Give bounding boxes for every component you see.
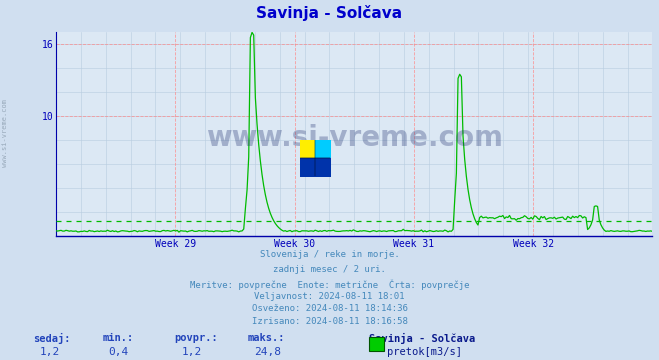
- Text: Veljavnost: 2024-08-11 18:01: Veljavnost: 2024-08-11 18:01: [254, 292, 405, 301]
- Text: 1,2: 1,2: [40, 347, 60, 357]
- Text: Slovenija / reke in morje.: Slovenija / reke in morje.: [260, 250, 399, 259]
- Text: pretok[m3/s]: pretok[m3/s]: [387, 347, 463, 357]
- Text: min.:: min.:: [102, 333, 133, 343]
- Text: povpr.:: povpr.:: [175, 333, 218, 343]
- Text: Savinja - Solčava: Savinja - Solčava: [256, 5, 403, 21]
- Text: 1,2: 1,2: [181, 347, 202, 357]
- Text: Izrisano: 2024-08-11 18:16:58: Izrisano: 2024-08-11 18:16:58: [252, 317, 407, 326]
- Text: Osveženo: 2024-08-11 18:14:36: Osveženo: 2024-08-11 18:14:36: [252, 304, 407, 313]
- Text: Meritve: povprečne  Enote: metrične  Črta: povprečje: Meritve: povprečne Enote: metrične Črta:…: [190, 279, 469, 289]
- Text: 0,4: 0,4: [109, 347, 129, 357]
- Text: zadnji mesec / 2 uri.: zadnji mesec / 2 uri.: [273, 265, 386, 274]
- Text: Savinja - Solčava: Savinja - Solčava: [369, 333, 475, 344]
- Text: www.si-vreme.com: www.si-vreme.com: [206, 124, 503, 152]
- Text: www.si-vreme.com: www.si-vreme.com: [2, 99, 9, 167]
- Text: sedaj:: sedaj:: [33, 333, 71, 344]
- Text: 24,8: 24,8: [254, 347, 281, 357]
- Text: maks.:: maks.:: [247, 333, 285, 343]
